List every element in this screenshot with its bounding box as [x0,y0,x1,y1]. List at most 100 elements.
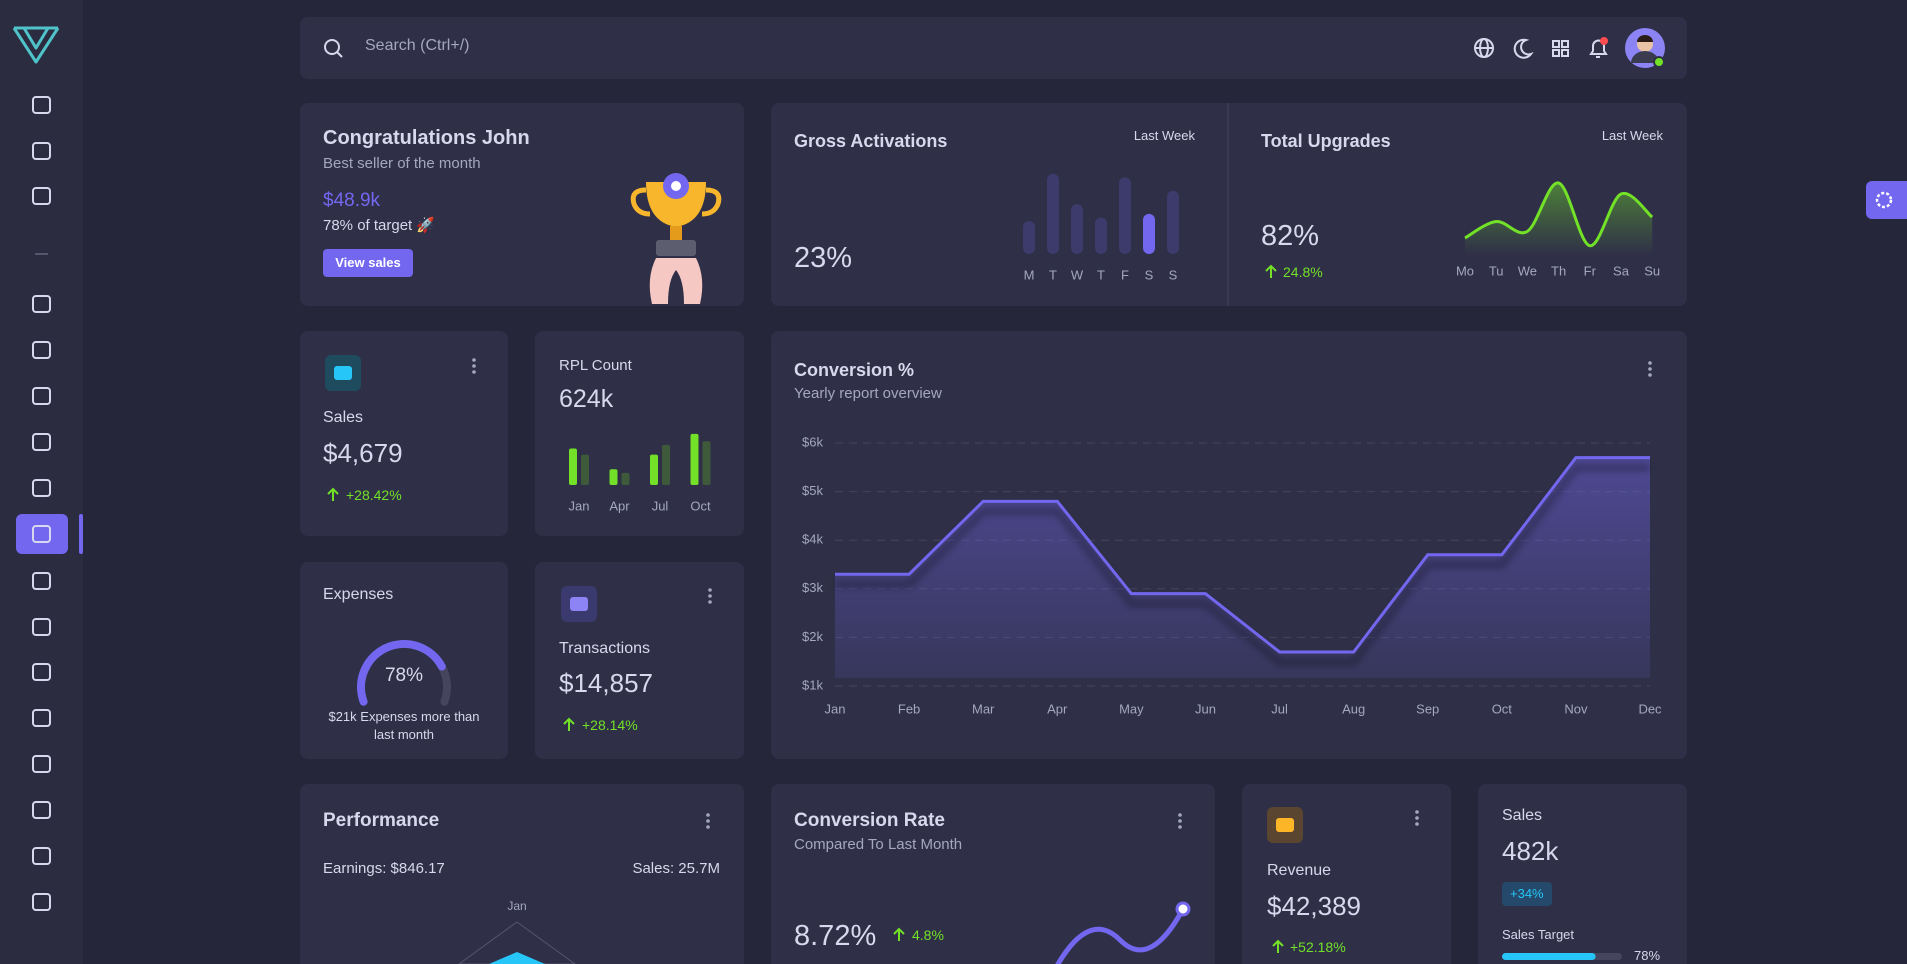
sparkline [1055,906,1186,964]
sales-change: +28.42% [346,487,402,503]
congrats-amount: $48.9k [323,190,381,211]
x-tick-label: W [1071,267,1084,282]
theme-icon[interactable] [1513,38,1534,59]
nav-icon[interactable] [32,433,51,451]
gauge-label: 78% [384,665,424,686]
x-tick-label: Apr [609,498,630,513]
revenue-value: $42,389 [1267,891,1361,921]
sales-value: $4,679 [323,438,403,468]
x-tick-label: We [1518,263,1537,278]
conversion-rate-title: Conversion Rate [794,810,945,831]
conversion-rate-card [771,784,1215,964]
expenses-card [300,562,508,759]
nav-icon[interactable] [32,96,51,114]
y-tick-label: $5k [802,483,823,498]
x-tick-label: Th [1551,263,1566,278]
settings-icon[interactable] [1875,191,1893,209]
transactions-label: Transactions [559,640,650,657]
apps-icon[interactable] [1552,40,1569,57]
line-area [1465,182,1653,255]
performance-card [300,784,744,964]
expenses-note: $21k Expenses more than last month [328,709,480,742]
view-sales-button[interactable]: View sales [323,249,413,277]
progress-label: 78% [1634,948,1661,963]
nav-icon[interactable] [32,755,51,773]
nav-active [16,514,68,554]
performance-earnings: Earnings: $846.17 [323,860,445,877]
settings-button[interactable] [1866,181,1907,219]
notification-icon[interactable] [1589,39,1608,58]
avatar[interactable] [1625,28,1665,68]
congrats-title: Congratulations John [323,127,530,149]
bar [581,454,589,485]
logo[interactable] [12,26,60,64]
menu-dot [1648,361,1652,365]
x-tick-label: May [1119,701,1144,716]
upgrades-change: 24.8% [1283,264,1323,280]
menu-dot [472,364,476,368]
menu-dot [472,358,476,362]
sales-badge: +34% [1502,882,1552,906]
bar [650,454,658,485]
nav-icon[interactable] [32,801,51,819]
nav-icon[interactable] [32,663,51,681]
nav-icon[interactable] [32,893,51,911]
x-tick-label: Jul [652,498,669,513]
bar [1119,177,1131,254]
expenses-title: Expenses [323,586,394,603]
x-tick-label: Feb [898,701,920,716]
radar-web [458,921,576,964]
radar-area [489,952,545,964]
nav-icon[interactable] [32,847,51,865]
bar [621,472,630,485]
bar [702,441,711,485]
x-tick-label: Jul [1271,701,1288,716]
upgrades-value: 82% [1261,220,1320,252]
revenue-label: Revenue [1267,862,1332,879]
sales-target-title: Sales [1502,807,1543,824]
rpl-title: RPL Count [559,357,632,374]
up-arrow [893,927,905,941]
area-fill [835,457,1650,678]
up-arrow [1265,264,1277,278]
menu-dot [706,813,710,817]
bar [609,469,618,485]
icon-glyph [570,597,588,611]
icon-glyph [1276,818,1294,832]
x-tick-label: Jan [569,498,590,513]
upgrades-title: Total Upgrades [1261,131,1391,151]
x-tick-label: M [1024,267,1035,282]
up-arrow [563,717,575,731]
nav-icon[interactable] [32,142,51,160]
nav-icon[interactable] [32,709,51,727]
line [1464,181,1654,248]
nav-icon[interactable] [32,572,51,590]
x-tick-label: T [1097,267,1105,282]
sales-target-label: Sales Target [1502,927,1575,942]
x-tick-label: Nov [1564,701,1588,716]
bar [1143,213,1155,254]
menu-dot [1648,367,1652,371]
x-tick-label: Tu [1489,263,1504,278]
nav-icon[interactable] [32,387,51,405]
nav-icon[interactable] [32,187,51,205]
sales-target-value: 482k [1502,836,1559,866]
search-placeholder[interactable]: Search (Ctrl+/) [365,37,470,54]
icon-glyph [334,366,352,380]
nav-icon[interactable] [32,295,51,313]
y-tick-label: $3k [802,580,823,595]
nav-icon[interactable] [32,618,51,636]
x-tick-label: Oct [690,498,711,513]
gross-period: Last Week [1133,128,1195,143]
nav-icon[interactable] [32,525,51,543]
nav-icon[interactable] [32,341,51,359]
search-icon[interactable] [324,39,340,55]
x-tick-label: Sep [1416,701,1439,716]
conversion-title: Conversion % [794,360,915,380]
menu-dot [1415,816,1419,820]
bar [1167,190,1179,254]
up-arrow [1272,939,1284,953]
revenue-change: +52.18% [1290,939,1346,955]
nav-icon[interactable] [32,479,51,497]
x-tick-label: Mar [972,701,995,716]
